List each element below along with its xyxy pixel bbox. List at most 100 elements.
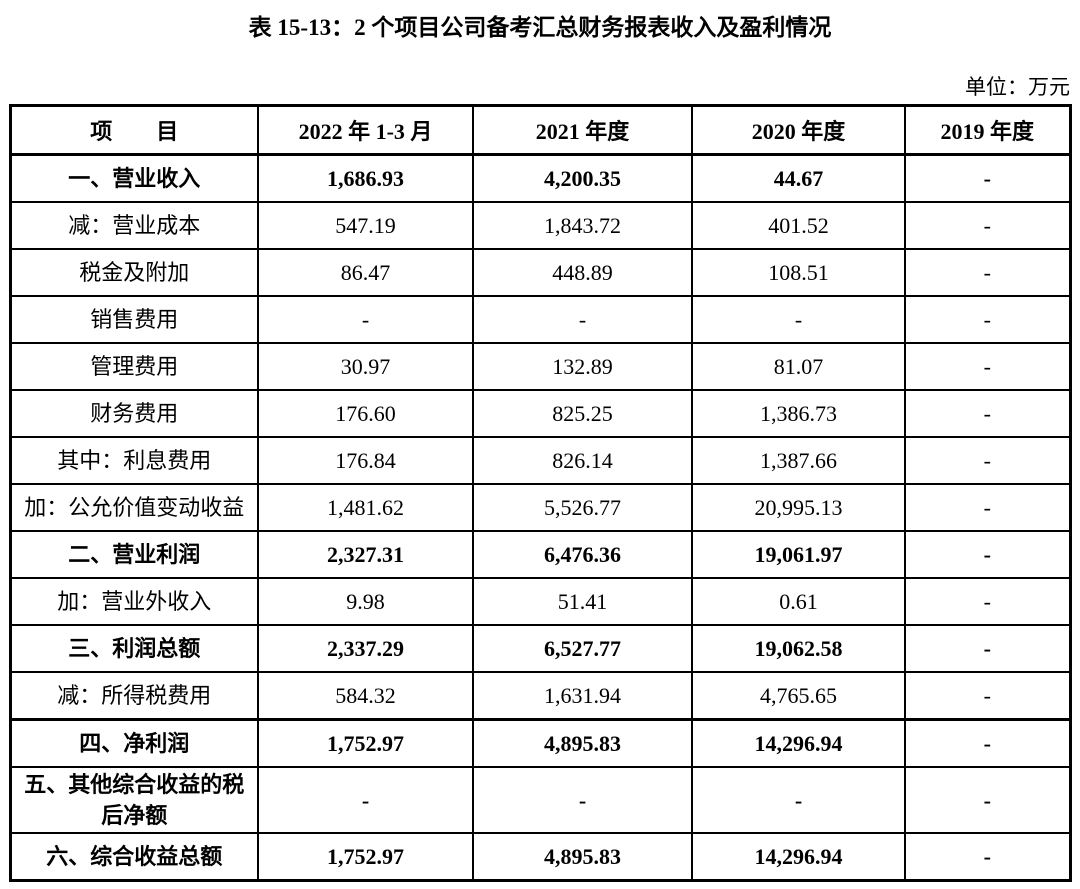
value-cell: 108.51	[691, 248, 906, 297]
row-label-cell: 二、营业利润	[9, 530, 259, 579]
value-cell: 14,296.94	[691, 718, 906, 768]
value-cell: -	[904, 765, 1071, 835]
table-row: 二、营业利润 2,327.31 6,476.36 19,061.97-	[9, 530, 1071, 579]
value-cell: -	[904, 153, 1071, 203]
row-label-cell: 加：公允价值变动收益	[9, 483, 259, 532]
value-cell: 176.60	[257, 389, 474, 438]
value-cell: 5,526.77	[472, 483, 693, 532]
table-row: 管理费用 30.97 132.89 81.07-	[9, 342, 1071, 391]
table-body: 一、营业收入 1,686.93 4,200.35 44.67- 减：营业成本 547.19…	[9, 153, 1071, 882]
value-cell: 1,387.66	[691, 436, 906, 485]
value-cell: 1,386.73	[691, 389, 906, 438]
value-cell: 4,765.65	[691, 671, 906, 721]
value-cell: -	[691, 295, 906, 344]
value-cell: -	[904, 530, 1071, 579]
value-cell: -	[691, 765, 906, 835]
value-cell: 1,686.93	[257, 153, 474, 203]
value-cell: 4,895.83	[472, 832, 693, 882]
value-cell: 30.97	[257, 342, 474, 391]
value-cell: -	[904, 671, 1071, 721]
row-label-cell: 六、综合收益总额	[9, 832, 259, 882]
table-row: 五、其他综合收益的税后净额 - - - -	[9, 765, 1071, 835]
value-cell: 86.47	[257, 248, 474, 297]
value-cell: 2,337.29	[257, 624, 474, 673]
value-cell: 0.61	[691, 577, 906, 626]
value-cell: 1,843.72	[472, 201, 693, 250]
column-header-2020: 2020 年度	[691, 104, 906, 156]
value-cell: 1,481.62	[257, 483, 474, 532]
row-label-cell: 其中：利息费用	[9, 436, 259, 485]
value-cell: 9.98	[257, 577, 474, 626]
row-label-cell: 减：所得税费用	[9, 671, 259, 721]
row-label-cell: 五、其他综合收益的税后净额	[9, 765, 259, 835]
table-row: 一、营业收入 1,686.93 4,200.35 44.67-	[9, 153, 1071, 203]
value-cell: 448.89	[472, 248, 693, 297]
table-row: 加：营业外收入 9.98 51.41 0.61-	[9, 577, 1071, 626]
header-row: 项 目 2022 年 1-3 月 2021 年度 2020 年度 2019 年度	[9, 104, 1071, 156]
row-label-cell: 四、净利润	[9, 718, 259, 768]
row-label-cell: 三、利润总额	[9, 624, 259, 673]
value-cell: -	[904, 389, 1071, 438]
column-header-2021: 2021 年度	[472, 104, 693, 156]
row-label-cell: 销售费用	[9, 295, 259, 344]
value-cell: 51.41	[472, 577, 693, 626]
value-cell: 14,296.94	[691, 832, 906, 882]
value-cell: 6,476.36	[472, 530, 693, 579]
value-cell: 4,200.35	[472, 153, 693, 203]
value-cell: -	[257, 765, 474, 835]
unit-label: 单位：万元	[965, 75, 1070, 99]
row-label-cell: 管理费用	[9, 342, 259, 391]
value-cell: -	[472, 765, 693, 835]
row-label-cell: 减：营业成本	[9, 201, 259, 250]
row-label-cell: 加：营业外收入	[9, 577, 259, 626]
value-cell: 20,995.13	[691, 483, 906, 532]
table-row: 六、综合收益总额 1,752.97 4,895.83 14,296.94-	[9, 832, 1071, 882]
value-cell: 81.07	[691, 342, 906, 391]
value-cell: 2,327.31	[257, 530, 474, 579]
row-label-cell: 税金及附加	[9, 248, 259, 297]
value-cell: 176.84	[257, 436, 474, 485]
value-cell: 584.32	[257, 671, 474, 721]
value-cell: 44.67	[691, 153, 906, 203]
table-row: 税金及附加 86.47 448.89 108.51-	[9, 248, 1071, 297]
value-cell: -	[904, 577, 1071, 626]
column-header-2022-q1: 2022 年 1-3 月	[257, 104, 474, 156]
table-title: 表 15-13：2 个项目公司备考汇总财务报表收入及盈利情况	[248, 15, 832, 40]
value-cell: -	[904, 483, 1071, 532]
value-cell: 825.25	[472, 389, 693, 438]
value-cell: 1,631.94	[472, 671, 693, 721]
value-cell: 547.19	[257, 201, 474, 250]
table-row: 减：所得税费用 584.32 1,631.94 4,765.65-	[9, 671, 1071, 721]
financial-table: 项 目 2022 年 1-3 月 2021 年度 2020 年度 2019 年度…	[8, 104, 1072, 883]
value-cell: 826.14	[472, 436, 693, 485]
value-cell: -	[904, 624, 1071, 673]
table-row: 销售费用 - - - -	[9, 295, 1071, 344]
value-cell: -	[904, 436, 1071, 485]
value-cell: 401.52	[691, 201, 906, 250]
table-row: 四、净利润 1,752.97 4,895.83 14,296.94-	[9, 718, 1071, 768]
value-cell: -	[472, 295, 693, 344]
table-row: 其中：利息费用 176.84 826.14 1,387.66-	[9, 436, 1071, 485]
value-cell: -	[904, 201, 1071, 250]
value-cell: 132.89	[472, 342, 693, 391]
value-cell: 1,752.97	[257, 832, 474, 882]
value-cell: 4,895.83	[472, 718, 693, 768]
value-cell: -	[904, 718, 1071, 768]
column-header-item: 项 目	[9, 104, 259, 156]
value-cell: 1,752.97	[257, 718, 474, 768]
value-cell: 19,061.97	[691, 530, 906, 579]
table-row: 财务费用 176.60 825.25 1,386.73-	[9, 389, 1071, 438]
table-row: 三、利润总额 2,337.29 6,527.77 19,062.58-	[9, 624, 1071, 673]
value-cell: -	[904, 832, 1071, 882]
value-cell: 19,062.58	[691, 624, 906, 673]
value-cell: 6,527.77	[472, 624, 693, 673]
row-label-cell: 一、营业收入	[9, 153, 259, 203]
table-row: 减：营业成本 547.19 1,843.72 401.52-	[9, 201, 1071, 250]
table-row: 加：公允价值变动收益 1,481.62 5,526.77 20,995.13-	[9, 483, 1071, 532]
value-cell: -	[904, 248, 1071, 297]
value-cell: -	[257, 295, 474, 344]
row-label-cell: 财务费用	[9, 389, 259, 438]
value-cell: -	[904, 295, 1071, 344]
value-cell: -	[904, 342, 1071, 391]
